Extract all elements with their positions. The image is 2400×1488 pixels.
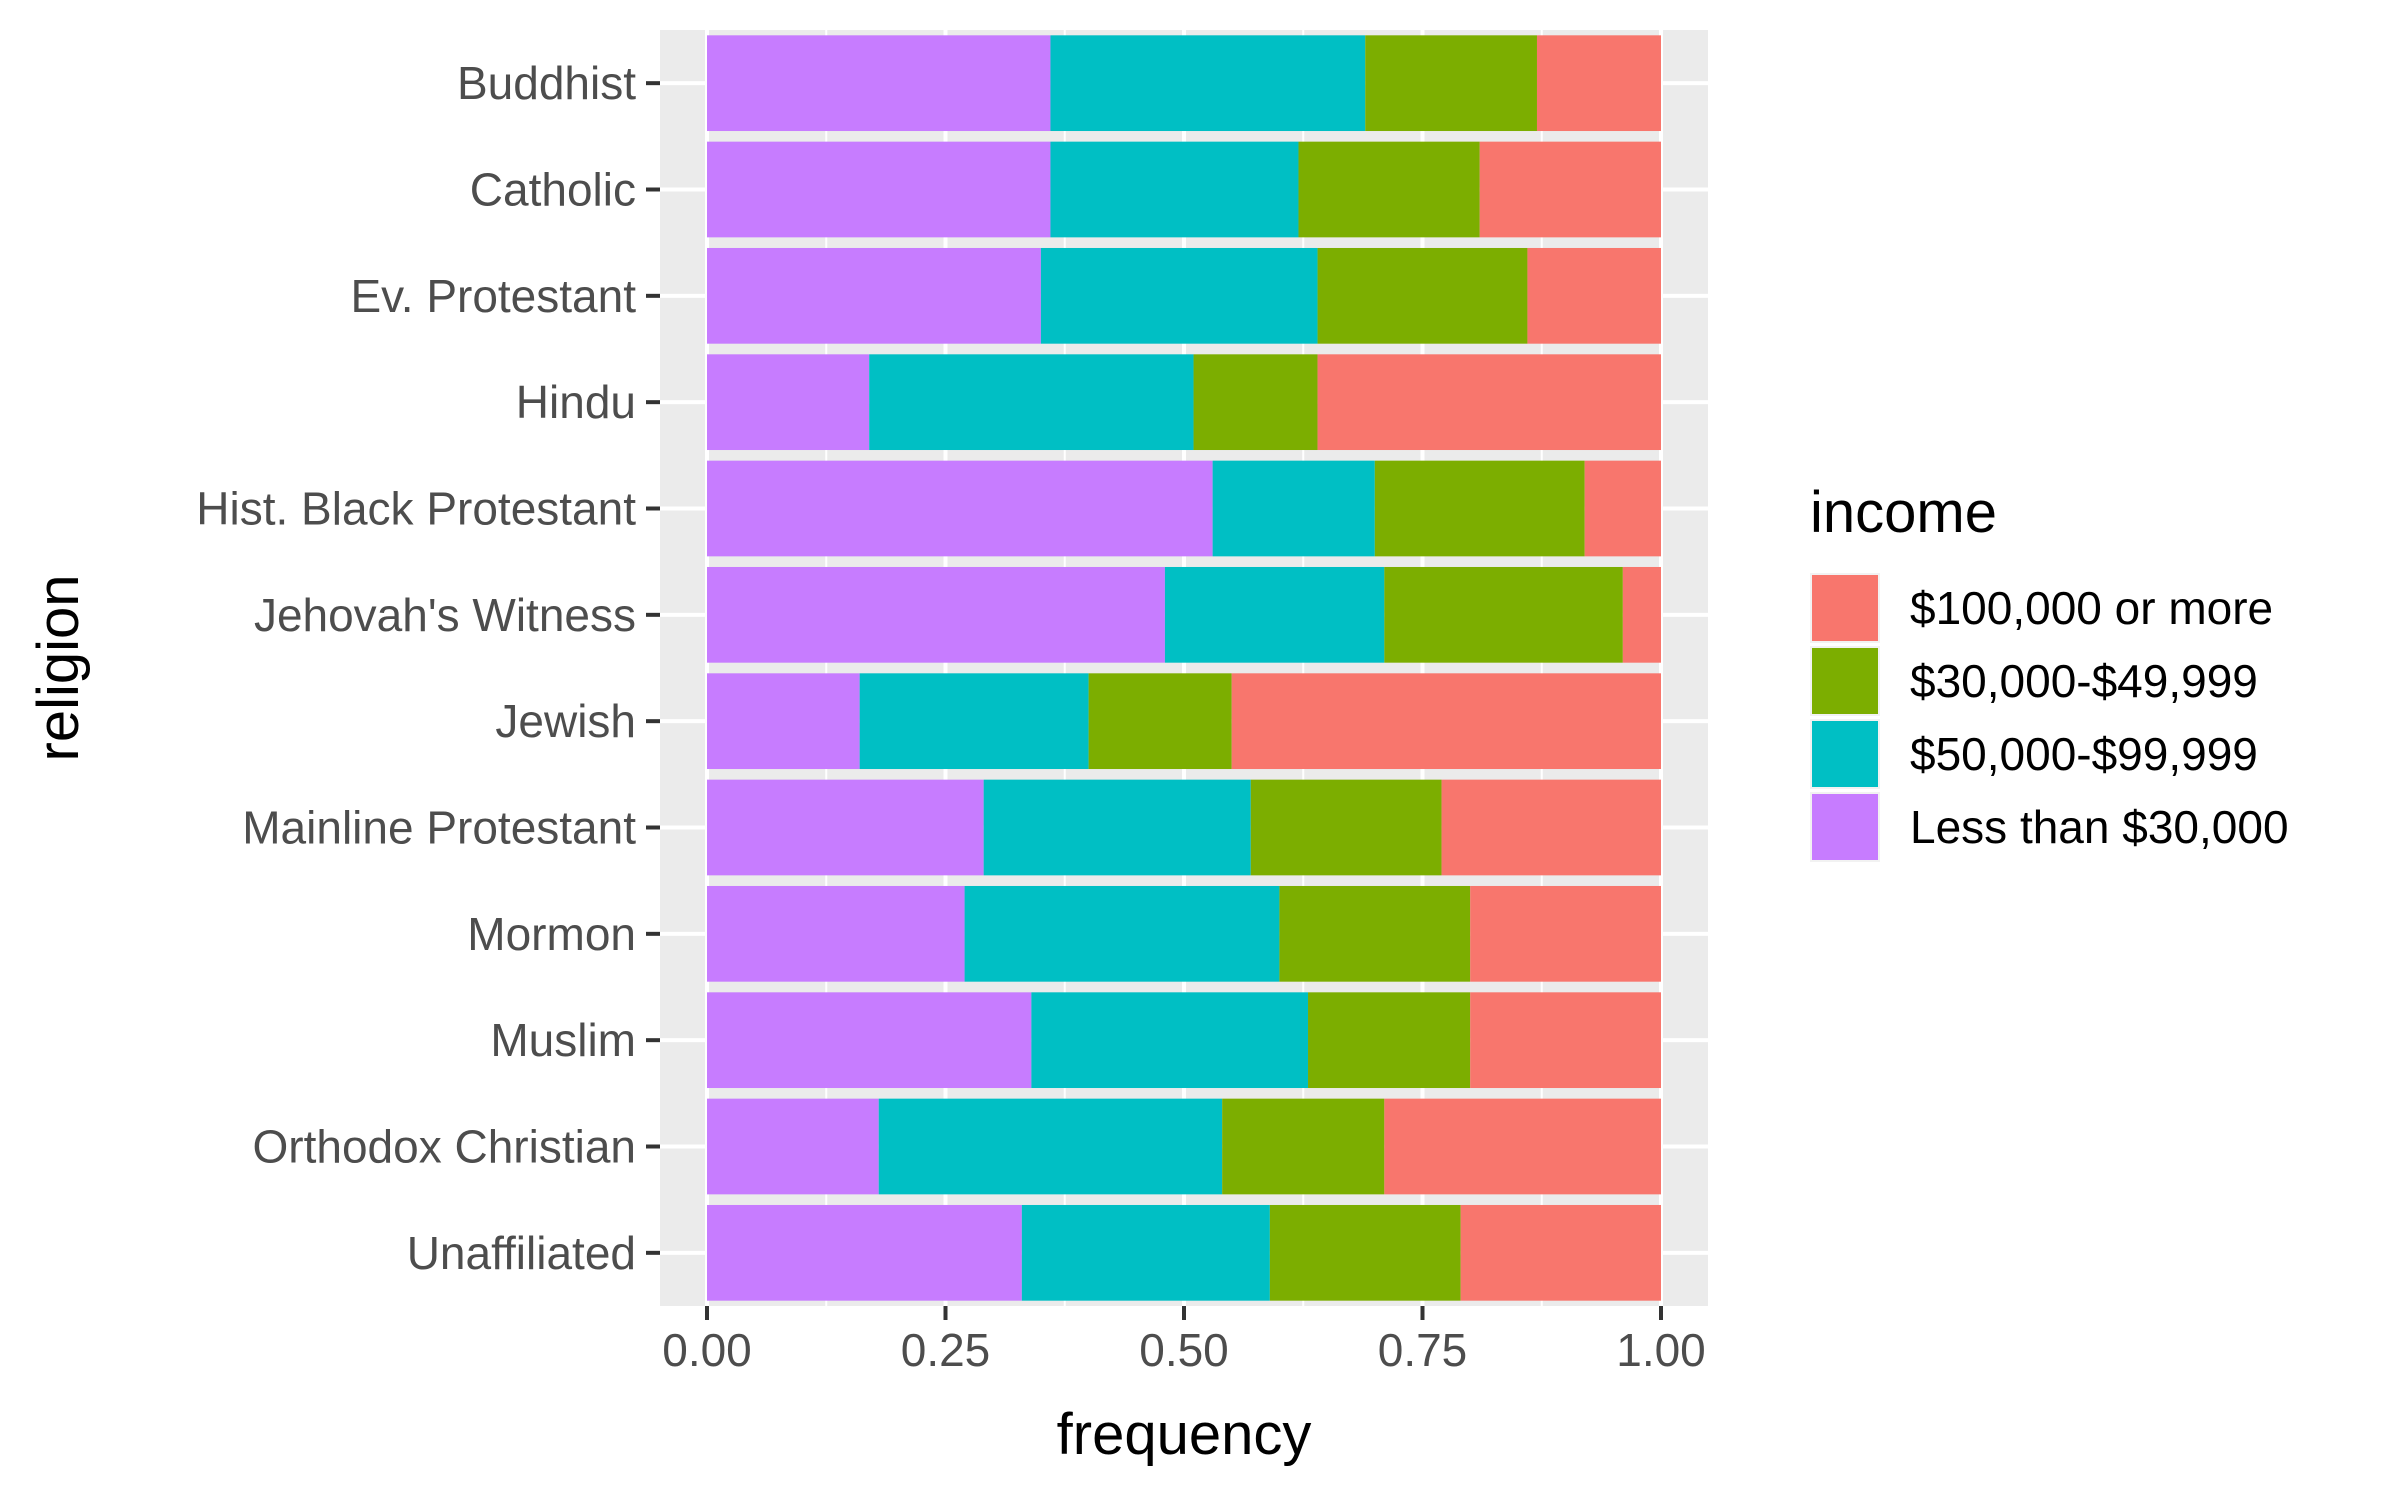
bar-segment [1384,1098,1661,1195]
x-tick-label: 1.00 [1616,1324,1706,1376]
legend-label: $50,000-$99,999 [1910,728,2258,780]
bar-segment [707,1098,879,1195]
bar-segment [869,354,1194,451]
bar-segment [878,1098,1223,1195]
legend-key [1812,575,1878,641]
bar-segment [964,885,1280,982]
legend-key [1812,721,1878,787]
bar-segment [707,354,870,451]
bar-segment [1365,35,1537,132]
bar-segment [1031,992,1309,1089]
bar-segment [1622,566,1661,663]
y-tick-label: Hindu [516,376,636,428]
y-axis-title: religion [26,575,91,762]
bar-segment [1317,354,1661,451]
y-tick-label: Unaffiliated [407,1227,636,1279]
y-tick-label: Jewish [495,695,636,747]
bar-segment [1527,247,1661,344]
bar-segment [1479,141,1661,238]
legend-key [1812,648,1878,714]
y-tick-label: Ev. Protestant [350,270,636,322]
legend-label: $30,000-$49,999 [1910,655,2258,707]
x-tick-label: 0.75 [1378,1324,1468,1376]
bar-segment [1374,460,1585,557]
bar-segment [1269,1204,1461,1301]
bar-segment [1231,673,1661,770]
x-tick-label: 0.25 [901,1324,991,1376]
bar-segment [1460,1204,1661,1301]
bars [707,35,1661,1301]
bar-segment [1222,1098,1385,1195]
bar-segment [707,460,1213,557]
bar-segment [1212,460,1375,557]
y-tick-label: Catholic [470,164,636,216]
bar-segment [707,1204,1022,1301]
y-tick-label: Hist. Black Protestant [196,483,636,535]
bar-segment [1040,247,1318,344]
legend-label: $100,000 or more [1910,582,2273,634]
bar-segment [1308,992,1471,1089]
x-tick-label: 0.50 [1139,1324,1229,1376]
x-tick-label: 0.00 [662,1324,752,1376]
legend-key [1812,794,1878,860]
bar-segment [1441,779,1661,876]
bar-segment [1164,566,1385,663]
legend: income $100,000 or more $30,000-$49,999 $5… [1810,480,2289,862]
bar-segment [707,992,1032,1089]
bar-segment [707,566,1165,663]
y-tick-label: Muslim [490,1014,636,1066]
bar-segment [707,141,1051,238]
bar-segment [1470,885,1661,982]
bar-segment [1088,673,1232,770]
bar-segment [707,885,965,982]
bar-segment [707,779,984,876]
x-axis-title: frequency [1057,1402,1312,1467]
y-axis: Buddhist Catholic Ev. Protestant Hindu Hist.… [196,57,660,1279]
bar-segment [983,779,1251,876]
y-tick-label: Jehovah's Witness [254,589,636,641]
bar-segment [1298,141,1480,238]
bar-segment [707,247,1041,344]
bar-segment [1250,779,1442,876]
bar-segment [707,35,1051,132]
bar-segment [1050,141,1299,238]
bar-segment [1536,35,1661,132]
legend-label: Less than $30,000 [1910,801,2289,853]
bar-segment [1470,992,1661,1089]
bar-segment [1279,885,1471,982]
bar-segment [1384,566,1623,663]
bar-segment [1317,247,1528,344]
bar-segment [707,673,860,770]
bar-segment [1193,354,1318,451]
bar-segment [1050,35,1366,132]
bar-segment [1021,1204,1270,1301]
legend-title: income [1810,480,1997,545]
bar-segment [859,673,1089,770]
x-axis: 0.00 0.25 0.50 0.75 1.00 [662,1306,1706,1376]
y-tick-label: Mormon [467,908,636,960]
y-tick-label: Buddhist [457,57,636,109]
y-tick-label: Orthodox Christian [253,1121,637,1173]
y-tick-label: Mainline Protestant [242,802,636,854]
bar-segment [1584,460,1661,557]
